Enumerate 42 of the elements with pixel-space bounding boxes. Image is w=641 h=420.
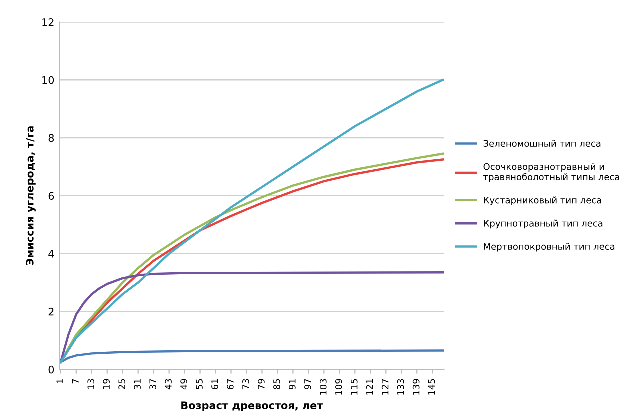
x-tick-label: 13 — [88, 379, 94, 390]
x-tick-label: 43 — [165, 379, 172, 390]
x-tick-label: 145 — [428, 379, 436, 395]
x-tick-label: 121 — [366, 379, 374, 395]
x-tick-label: 19 — [103, 379, 110, 390]
line-series — [60, 350, 444, 364]
x-tick-label: 79 — [258, 379, 265, 390]
x-tick-label: 133 — [397, 379, 404, 395]
y-tick-label: 2 — [48, 308, 54, 316]
x-tick-label: 97 — [304, 379, 312, 390]
y-tick-label: 4 — [48, 250, 54, 258]
y-tick-label: 6 — [48, 192, 54, 200]
line-series — [60, 79, 444, 364]
line-series — [60, 272, 444, 364]
x-tick-label: 85 — [274, 379, 280, 390]
legend-label: Зеленомошный тип леса — [484, 140, 601, 148]
x-tick-label: 115 — [351, 379, 358, 395]
x-tick-label: 91 — [289, 379, 296, 390]
y-tick-label: 12 — [42, 18, 54, 26]
x-tick-label: 67 — [227, 379, 234, 390]
y-tick-label: 10 — [42, 76, 54, 84]
y-tick-label: 8 — [48, 134, 54, 142]
legend-label: Кустарниковый тип леса — [484, 196, 602, 206]
x-tick-label: 49 — [180, 379, 188, 390]
y-axis-title: Эмиссия углерода, т/га — [26, 126, 36, 266]
x-tick-label: 61 — [212, 379, 218, 390]
x-tick-label: 103 — [320, 379, 327, 395]
x-tick-label: 25 — [118, 379, 126, 390]
x-tick-label: 31 — [134, 379, 141, 390]
x-tick-label: 7 — [72, 379, 79, 384]
x-tick-label: 73 — [242, 379, 250, 390]
y-tick-label: 0 — [48, 366, 54, 374]
legend-label: Крупнотравный тип леса — [484, 220, 603, 229]
x-tick-label: 139 — [412, 379, 420, 395]
x-tick-label: 1 — [56, 379, 64, 384]
x-tick-label: 127 — [382, 379, 389, 395]
legend-label: Мертвопокровный тип леса — [484, 243, 615, 252]
x-axis-title: Возраст древостоя, лет — [182, 402, 324, 412]
legend-label: Осочковоразнотравный и травяноболотный типы леса — [484, 163, 620, 182]
x-tick-label: 37 — [150, 379, 156, 390]
x-tick-label: 109 — [335, 379, 342, 395]
x-tick-label: 55 — [196, 379, 203, 390]
